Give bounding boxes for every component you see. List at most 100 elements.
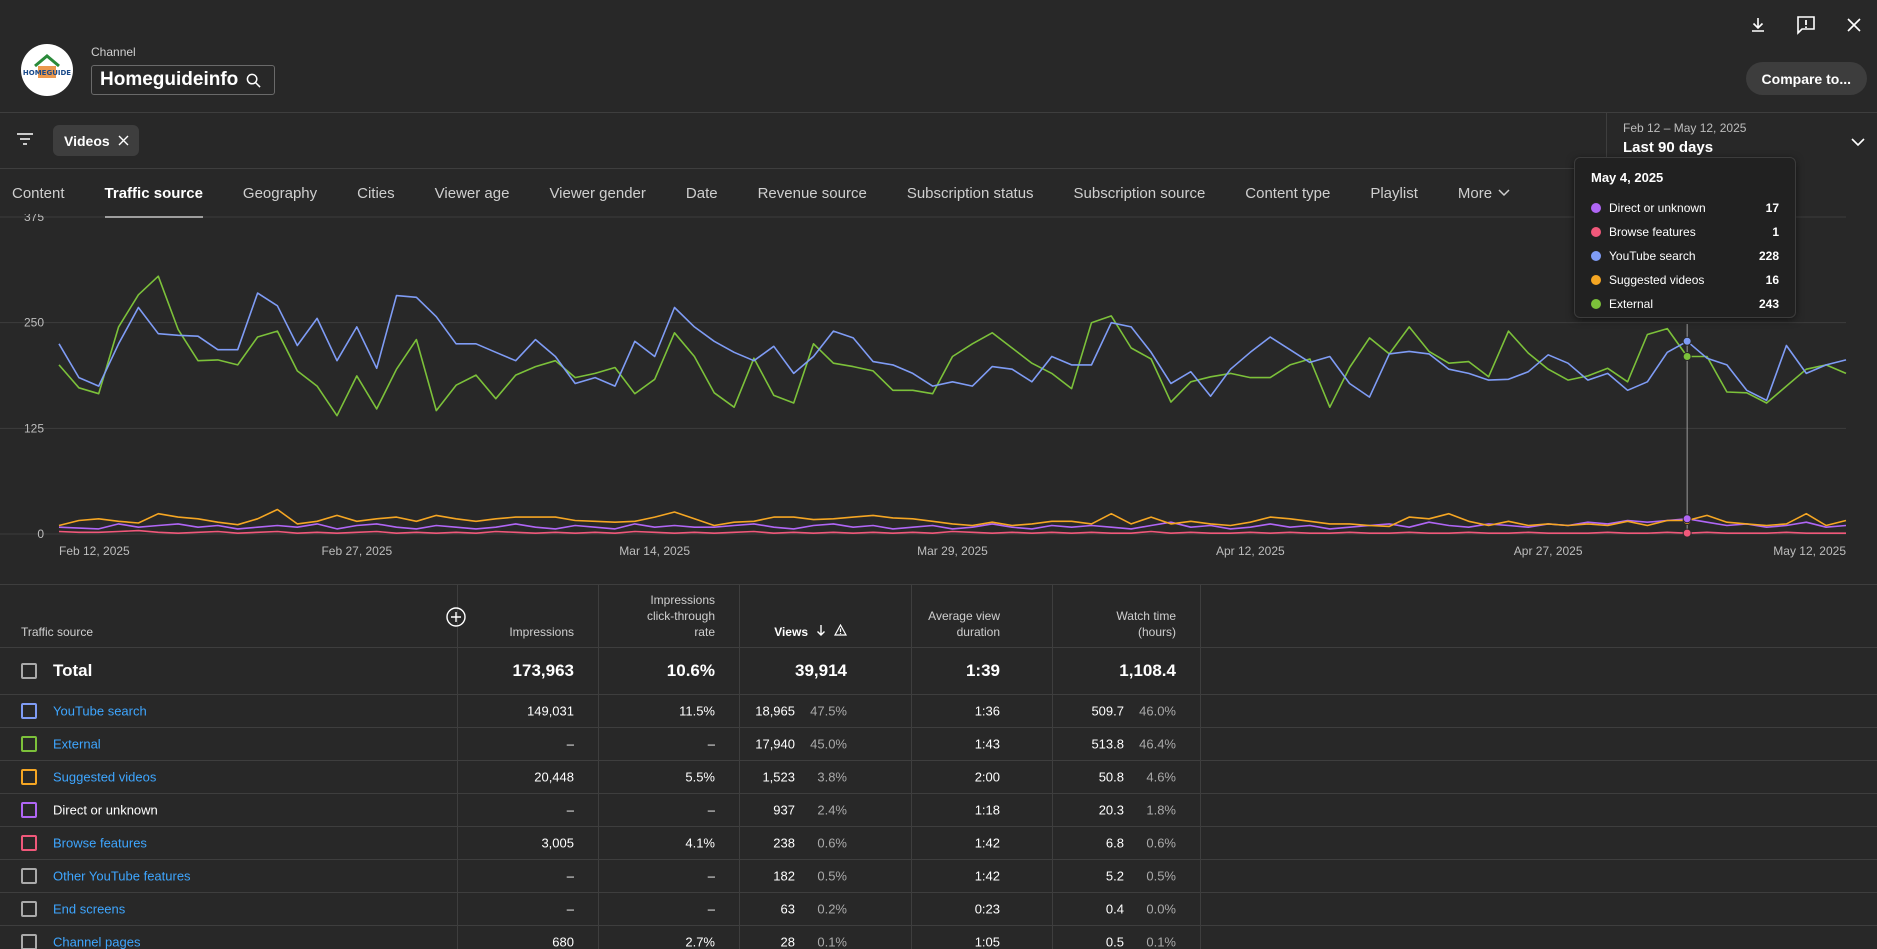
tab-content[interactable]: Content	[0, 171, 77, 215]
column-header-source[interactable]: Traffic source	[21, 625, 94, 639]
table-row: Channel pages 680 2.7% 28 0.1% 1:05 0.5 0.1%	[0, 926, 1877, 949]
row-name-link[interactable]: Suggested videos	[53, 769, 157, 785]
tab-playlist[interactable]: Playlist	[1358, 171, 1430, 215]
tab-viewer-gender[interactable]: Viewer gender	[537, 171, 657, 215]
tooltip-row: Direct or unknown 17	[1591, 196, 1779, 220]
feedback-icon[interactable]	[1793, 12, 1819, 38]
table-header: Traffic source Impressions Impressions c…	[0, 585, 1877, 648]
watch-percent: 0.0%	[1146, 901, 1176, 917]
cell-ctr: –	[707, 802, 715, 818]
tab-label: Subscription source	[1073, 184, 1206, 202]
tab-subscription-source[interactable]: Subscription source	[1062, 171, 1218, 215]
channel-logo: HOMEGUIDE	[23, 54, 71, 78]
tab-revenue-source[interactable]: Revenue source	[746, 171, 879, 215]
channel-selector[interactable]: Homeguideinfo	[91, 65, 275, 95]
views-value: 1,523	[762, 769, 795, 785]
tab-label: Viewer age	[434, 184, 510, 202]
traffic-line-chart[interactable]: 0 125 250 375 Feb 12, 2025 Feb 27, 2025 Mar 14…	[0, 214, 1877, 570]
series-dot	[1591, 251, 1601, 261]
views-percent: 0.2%	[817, 901, 847, 917]
cell-views: 238 0.6%	[773, 836, 847, 851]
tab-more[interactable]: More	[1446, 171, 1522, 215]
views-value: 937	[773, 802, 795, 818]
watch-value: 0.4	[1105, 901, 1124, 917]
cell-impressions: –	[566, 868, 574, 884]
tab-content-type[interactable]: Content type	[1233, 171, 1342, 215]
highlight-point	[1682, 336, 1692, 346]
tab-geography[interactable]: Geography	[231, 171, 329, 215]
column-header-impressions[interactable]: Impressions	[509, 625, 574, 639]
highlight-point	[1682, 514, 1692, 524]
filter-icon[interactable]	[15, 131, 35, 152]
row-checkbox[interactable]	[21, 736, 37, 752]
cell-impressions: –	[566, 802, 574, 818]
close-icon[interactable]	[1841, 12, 1867, 38]
row-checkbox[interactable]	[21, 901, 37, 917]
column-header-watch-time[interactable]: Watch time (hours)	[1116, 608, 1176, 640]
column-separator	[739, 585, 740, 949]
tab-viewer-age[interactable]: Viewer age	[423, 171, 522, 215]
filter-chip-videos[interactable]: Videos	[53, 125, 139, 156]
chevron-down-icon	[1498, 189, 1510, 197]
tab-label: Viewer gender	[549, 184, 646, 202]
tab-cities[interactable]: Cities	[345, 171, 407, 215]
views-percent: 0.1%	[817, 934, 847, 949]
search-icon[interactable]	[246, 73, 261, 88]
row-checkbox[interactable]	[21, 769, 37, 785]
series-line-youtube-search	[58, 292, 1847, 402]
column-header-avg-view-duration[interactable]: Average view duration	[928, 608, 1000, 640]
channel-avatar: HOMEGUIDE	[21, 44, 73, 96]
tab-subscription-status[interactable]: Subscription status	[895, 171, 1046, 215]
views-value: 17,940	[755, 736, 795, 752]
row-name-link[interactable]: Browse features	[53, 835, 147, 851]
row-name-link[interactable]: Other YouTube features	[53, 868, 191, 884]
cell-avd: 1:18	[974, 802, 1000, 818]
cell-ctr: –	[707, 736, 715, 752]
ctr-header-line2: click-through	[646, 609, 715, 623]
row-name-link[interactable]: End screens	[53, 901, 126, 917]
date-range-picker[interactable]: Feb 12 – May 12, 2025 Last 90 days	[1606, 112, 1877, 168]
wt-header-line2: (hours)	[1137, 625, 1176, 639]
add-column-icon[interactable]	[446, 607, 466, 627]
watch-value: 513.8	[1091, 736, 1124, 752]
cell-views: 28 0.1%	[781, 935, 847, 949]
tooltip-series-name: Direct or unknown	[1609, 201, 1706, 215]
column-header-views[interactable]: Views	[774, 623, 848, 640]
column-header-ctr[interactable]: Impressions click-through rate	[647, 592, 715, 640]
row-checkbox[interactable]	[21, 835, 37, 851]
tooltip-row: External 243	[1591, 292, 1779, 316]
tooltip-row: Browse features 1	[1591, 220, 1779, 244]
row-checkbox[interactable]	[21, 934, 37, 949]
watch-value: 0.5	[1105, 934, 1124, 949]
tooltip-date: May 4, 2025	[1591, 170, 1664, 185]
download-icon[interactable]	[1745, 12, 1771, 38]
row-checkbox[interactable]	[21, 868, 37, 884]
cell-views: 17,940 45.0%	[755, 737, 847, 752]
cell-impressions: 149,031	[527, 703, 574, 719]
series-line-external	[58, 275, 1847, 417]
cell-watch-time: 20.3 1.8%	[1099, 803, 1176, 818]
tab-traffic-source[interactable]: Traffic source	[93, 171, 215, 218]
series-dot	[1591, 203, 1601, 213]
x-tick-label: Feb 12, 2025	[59, 544, 130, 558]
tab-date[interactable]: Date	[674, 171, 730, 215]
chip-close-icon[interactable]	[118, 133, 129, 149]
row-checkbox[interactable]	[21, 802, 37, 818]
table-row: YouTube search 149,031 11.5% 18,965 47.5% 1:3…	[0, 695, 1877, 728]
tooltip-series-name: Suggested videos	[1609, 273, 1705, 287]
row-name-link[interactable]: YouTube search	[53, 703, 147, 719]
tab-label: More	[1457, 184, 1493, 202]
cell-watch-time: 6.8 0.6%	[1106, 836, 1176, 851]
cell-views: 39,914	[795, 661, 847, 680]
row-name-link[interactable]: External	[53, 736, 101, 752]
watch-percent: 46.4%	[1139, 736, 1176, 752]
compare-button[interactable]: Compare to...	[1745, 62, 1867, 95]
date-range-text: Feb 12 – May 12, 2025	[1623, 121, 1747, 135]
divider	[0, 168, 1606, 169]
table-row-total: Total 173,963 10.6% 39,914 1:39 1,108.4	[0, 648, 1877, 695]
series-dot	[1591, 227, 1601, 237]
row-checkbox[interactable]	[21, 703, 37, 719]
avd-header-line2: duration	[956, 625, 1000, 639]
row-checkbox[interactable]	[21, 663, 37, 679]
row-name-link[interactable]: Channel pages	[53, 934, 141, 949]
